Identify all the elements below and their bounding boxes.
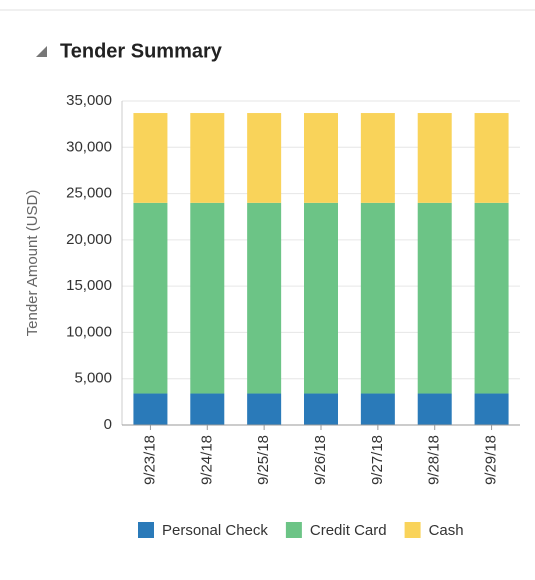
bar-segment (360, 202, 395, 394)
bar-segment (304, 202, 338, 394)
x-tick-label: 9/29/18 (483, 435, 500, 485)
x-tick-label: 9/23/18 (141, 435, 158, 485)
bar-segment (360, 113, 395, 203)
bar-segment (360, 393, 395, 425)
bar-segment (133, 113, 168, 203)
bar-segment (247, 113, 282, 203)
y-tick-label: 0 (104, 416, 112, 433)
bar-segment (474, 202, 509, 394)
bar-segment (474, 113, 509, 203)
x-tick-label: 9/26/18 (312, 435, 329, 485)
bar-segment (417, 393, 452, 425)
x-tick-label: 9/28/18 (426, 435, 443, 485)
y-tick-label: 30,000 (66, 138, 112, 155)
bar-segment (247, 202, 282, 394)
legend-label: Cash (429, 522, 464, 539)
bar-segment (417, 202, 452, 394)
bar-segment (247, 393, 282, 425)
y-tick-label: 10,000 (66, 323, 112, 340)
y-tick-label: 5,000 (74, 370, 112, 387)
bar-segment (417, 113, 452, 203)
y-tick-label: 15,000 (66, 277, 112, 294)
legend-label: Personal Check (162, 522, 268, 539)
bar-segment (304, 113, 338, 203)
legend-label: Credit Card (310, 522, 387, 539)
collapse-icon[interactable] (36, 46, 47, 57)
y-tick-label: 25,000 (66, 185, 112, 202)
legend-swatch (138, 522, 154, 538)
legend-swatch (404, 522, 421, 538)
x-tick-label: 9/24/18 (198, 435, 215, 485)
y-axis-title: Tender Amount (USD) (24, 190, 41, 337)
bar-segment (304, 393, 338, 425)
bar-segment (190, 113, 225, 203)
legend-swatch (285, 522, 302, 538)
bar-segment (190, 202, 225, 394)
y-tick-label: 35,000 (66, 92, 112, 109)
bar-segment (133, 393, 168, 425)
bar-segment (474, 393, 509, 425)
chart-title: Tender Summary (60, 40, 223, 62)
x-tick-label: 9/27/18 (369, 435, 386, 485)
bar-segment (190, 393, 225, 425)
y-tick-label: 20,000 (66, 231, 112, 248)
x-tick-label: 9/25/18 (255, 435, 272, 485)
bar-segment (133, 202, 168, 394)
